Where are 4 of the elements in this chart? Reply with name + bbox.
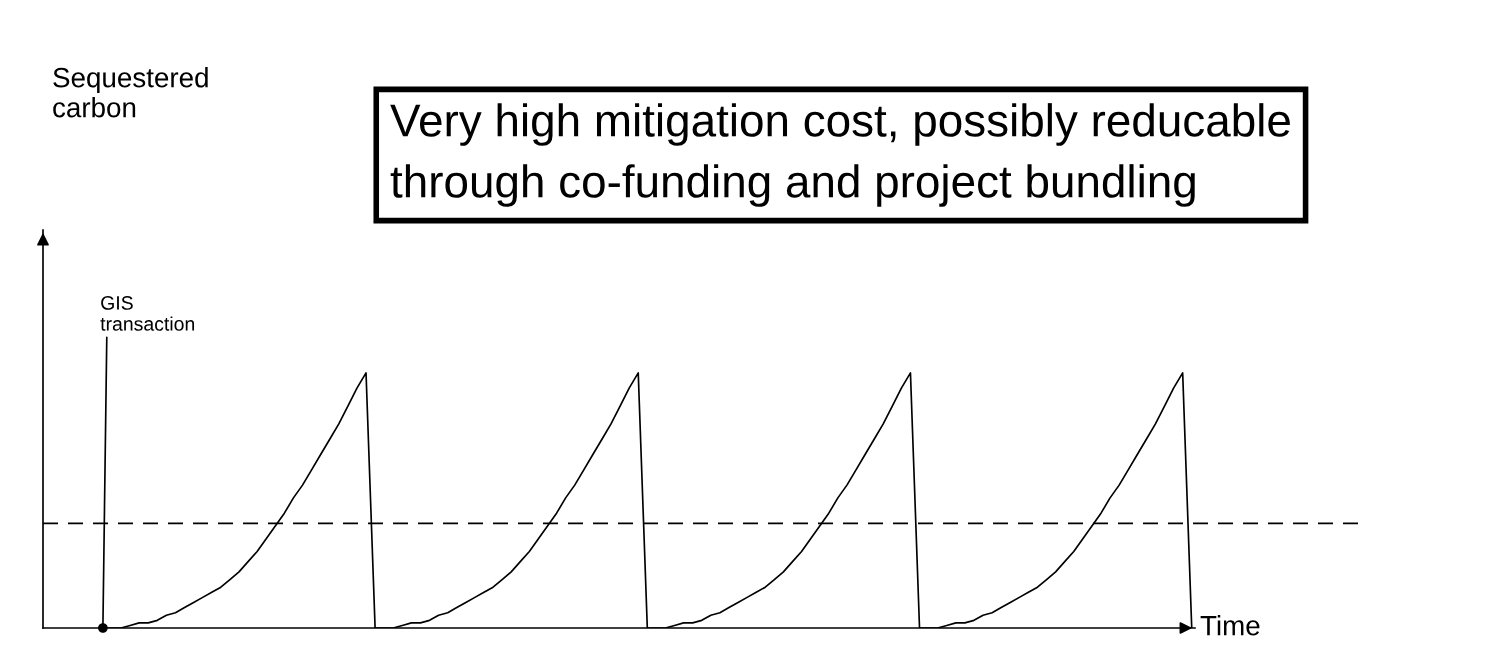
text: Very high mitigation cost, possibly reducable through co-funding and project bundling — [390, 103, 1290, 207]
text: GIS transaction — [100, 296, 195, 331]
x-axis-title: Time — [1200, 615, 1260, 636]
text: Sequestered carbon — [53, 67, 208, 118]
